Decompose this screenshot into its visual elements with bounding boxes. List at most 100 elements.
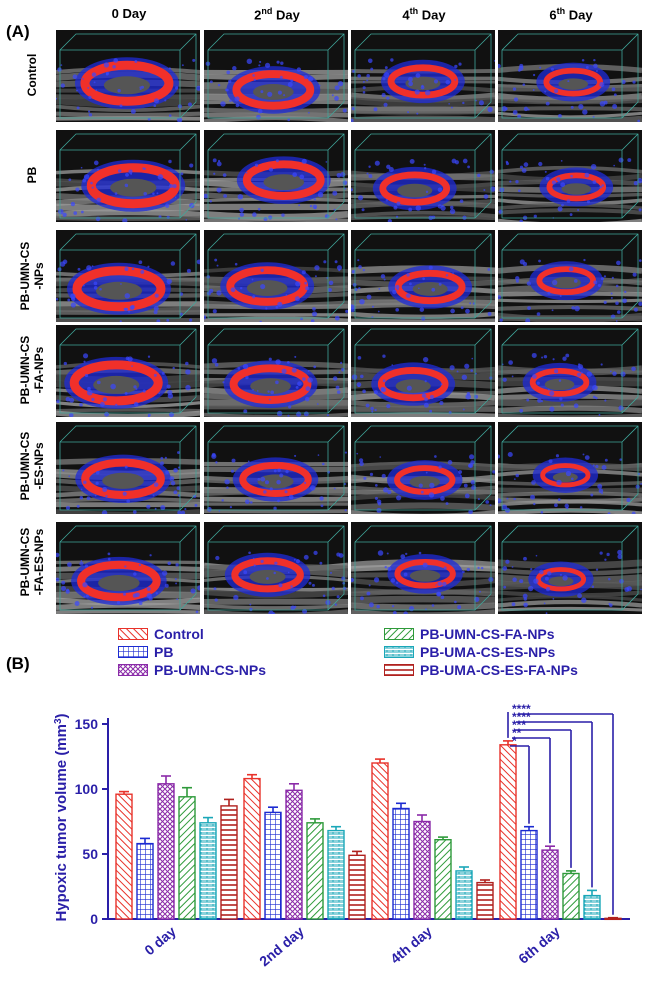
significance-label: ** [512, 726, 522, 740]
x-tick-label: 6th day [515, 923, 563, 967]
ultrasound-image [351, 230, 495, 322]
ultrasound-image [351, 325, 495, 417]
row-label-line2: -FA-ES-NPs [32, 528, 46, 596]
legend-swatch-es-fa-nps [384, 664, 414, 676]
legend-label: PB-UMN-CS-NPs [154, 662, 266, 678]
legend-item-es-fa-nps: PB-UMA-CS-ES-FA-NPs [384, 662, 578, 678]
ultrasound-image [351, 422, 495, 514]
row-label-pb-umn-cs-nps: PB-UMN-CS -NPs [18, 226, 46, 326]
y-tick-label: 100 [75, 781, 99, 797]
bar-fa_nps [562, 872, 580, 920]
legend-item-es-nps: PB-UMA-CS-ES-NPs [384, 644, 555, 660]
bar-es_nps [199, 822, 217, 920]
bar-pb_umn_cs_nps [413, 820, 431, 920]
bar-pb [264, 811, 282, 920]
y-axis-label-end: ) [53, 713, 70, 718]
bar-fa_nps [178, 796, 196, 920]
ultrasound-image [498, 30, 642, 122]
ultrasound-image [351, 522, 495, 614]
ultrasound-image [204, 230, 348, 322]
x-tick-label: 0 day [141, 923, 179, 958]
bar-pb [136, 842, 154, 920]
legend-item-pb-umn-cs-nps: PB-UMN-CS-NPs [118, 662, 266, 678]
row-label-line1: PB-UMN-CS [18, 527, 32, 597]
legend-swatch-control [118, 628, 148, 640]
significance-label: * [512, 734, 517, 748]
row-label-pb-umn-cs-es-nps: PB-UMN-CS -ES-NPs [18, 416, 46, 516]
ultrasound-image [204, 325, 348, 417]
row-label-pb-umn-cs-fa-es-nps: PB-UMN-CS -FA-ES-NPs [18, 512, 46, 612]
row-label-line2: -NPs [32, 262, 46, 290]
ultrasound-image [56, 325, 200, 417]
column-header-6th-day: 6th Day [498, 6, 644, 22]
ultrasound-image [204, 130, 348, 222]
ultrasound-image [498, 230, 642, 322]
legend-label: PB [154, 644, 174, 660]
bar-pb_umn_cs_nps [157, 783, 175, 920]
bar-control [499, 744, 517, 920]
column-header-2nd-day: 2nd Day [204, 6, 350, 22]
row-label-line1: PB-UMN-CS [18, 241, 32, 311]
col-rest: Day [272, 7, 300, 23]
y-axis-label: Hypoxic tumor volume (mm3) [53, 713, 71, 921]
col-num: 0 [111, 6, 119, 21]
ultrasound-image [498, 130, 642, 222]
bar-es_fa_nps [348, 854, 366, 920]
bar-control [243, 777, 261, 920]
ultrasound-image [204, 522, 348, 614]
bar-pb_umn_cs_nps [285, 789, 303, 920]
ultrasound-image [204, 422, 348, 514]
bar-es_nps [583, 894, 601, 920]
bar-pb_umn_cs_nps [541, 849, 559, 920]
column-header-0-day: 0 Day [56, 6, 202, 21]
bar-fa_nps [306, 822, 324, 920]
col-num: 6 [549, 7, 557, 23]
row-label-line1: Control [25, 53, 39, 97]
bar-fa_nps [434, 838, 452, 920]
legend-item-fa-nps: PB-UMN-CS-FA-NPs [384, 626, 555, 642]
legend-swatch-es-nps [384, 646, 414, 658]
legend-item-control: Control [118, 626, 204, 642]
row-label-pb-umn-cs-fa-nps: PB-UMN-CS -FA-NPs [18, 320, 46, 420]
col-num: 2 [254, 7, 262, 23]
col-sup: th [409, 6, 419, 16]
legend-item-pb: PB [118, 644, 173, 660]
row-label-pb: PB [25, 125, 39, 225]
legend-label: PB-UMN-CS-FA-NPs [420, 626, 555, 642]
column-header-4th-day: 4th Day [351, 6, 497, 22]
panel-b-label: (B) [6, 654, 30, 673]
x-tick-label: 2nd day [256, 923, 307, 969]
col-rest: Day [565, 7, 593, 23]
y-axis-label-sup: 3 [53, 718, 64, 724]
row-label-line2: -FA-NPs [32, 346, 46, 394]
bar-es_fa_nps [220, 805, 238, 920]
ultrasound-image [56, 230, 200, 322]
row-label-control: Control [25, 25, 39, 125]
y-tick-label: 150 [75, 716, 99, 732]
legend-label: PB-UMA-CS-ES-NPs [420, 644, 556, 660]
ultrasound-image [498, 422, 642, 514]
ultrasound-image [351, 30, 495, 122]
legend-swatch-pb-umn-cs-nps [118, 664, 148, 676]
row-label-line1: PB-UMN-CS [18, 431, 32, 501]
x-tick-label: 4th day [387, 923, 435, 967]
ultrasound-image [204, 30, 348, 122]
col-rest: Day [418, 7, 446, 23]
panel-a-label: (A) [6, 22, 30, 41]
col-num: 4 [402, 7, 410, 23]
col-sup: th [556, 6, 566, 16]
bar-es_nps [327, 829, 345, 920]
ultrasound-image [498, 325, 642, 417]
legend-label: PB-UMA-CS-ES-FA-NPs [420, 662, 578, 678]
bar-pb [520, 829, 538, 920]
row-label-line1: PB [25, 166, 39, 184]
y-axis-label-main: Hypoxic tumor volume (mm [53, 724, 70, 922]
y-tick-label: 0 [90, 911, 98, 927]
bar-es_fa_nps [476, 881, 494, 920]
legend-swatch-fa-nps [384, 628, 414, 640]
col-rest: Day [118, 6, 147, 21]
ultrasound-image [56, 130, 200, 222]
legend-label: Control [154, 626, 204, 642]
ultrasound-image [498, 522, 642, 614]
